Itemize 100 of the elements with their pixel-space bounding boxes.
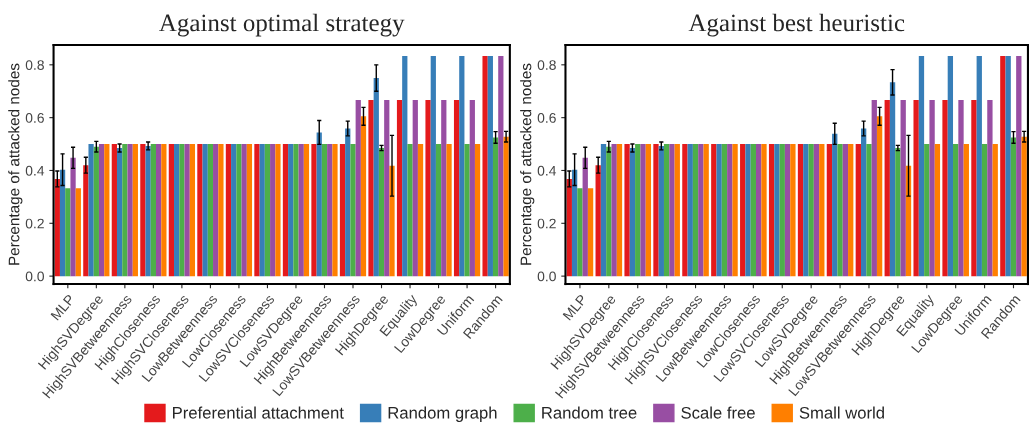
bar	[797, 144, 804, 277]
bar	[929, 99, 935, 277]
bar	[161, 144, 167, 277]
bar	[790, 144, 796, 277]
bar	[140, 144, 146, 277]
bar	[711, 144, 717, 277]
y-tick-label: 0.2	[25, 218, 44, 229]
bar	[571, 169, 578, 277]
bar	[895, 148, 901, 277]
bar	[179, 144, 185, 277]
bar	[259, 144, 265, 277]
bar	[430, 56, 436, 277]
bar	[900, 99, 906, 277]
bar	[339, 144, 346, 277]
bar	[474, 144, 481, 277]
bar	[246, 144, 253, 277]
bar	[218, 144, 224, 277]
bar	[958, 99, 964, 277]
bar	[866, 144, 872, 277]
bar	[275, 144, 281, 277]
chart-title: Against best heuristic	[688, 13, 905, 37]
legend-label: Random graph	[388, 406, 497, 422]
bar	[282, 144, 289, 277]
bar	[768, 144, 775, 277]
bar	[774, 144, 780, 277]
bar	[1016, 56, 1022, 277]
bar	[446, 144, 452, 277]
bar	[889, 82, 896, 277]
bar	[241, 144, 247, 277]
bar	[327, 144, 333, 277]
bar	[658, 145, 664, 277]
y-tick-label: 0.6	[537, 112, 556, 123]
bar	[698, 144, 704, 277]
bar	[761, 144, 767, 277]
bar	[378, 148, 385, 277]
bar	[464, 144, 470, 277]
bar	[236, 144, 242, 277]
bar	[947, 56, 954, 277]
bar	[503, 136, 509, 277]
bar	[611, 144, 617, 277]
bar	[745, 144, 751, 277]
bar	[848, 144, 854, 277]
bar	[963, 144, 969, 277]
bar	[595, 165, 601, 277]
bar	[934, 144, 941, 277]
y-tick-label: 0.4	[537, 165, 557, 176]
bar	[716, 144, 722, 277]
bar	[184, 144, 190, 277]
bar	[111, 144, 117, 277]
bar	[459, 56, 465, 277]
bar	[225, 144, 232, 277]
bar	[832, 133, 838, 277]
bar	[189, 144, 196, 277]
bar	[855, 144, 861, 277]
bar	[784, 144, 791, 277]
bar	[75, 188, 81, 277]
bar	[156, 144, 162, 277]
bar	[1021, 136, 1027, 277]
bar	[871, 99, 877, 277]
bar	[629, 148, 636, 277]
bar	[826, 144, 833, 277]
y-tick-label: 0.4	[25, 165, 45, 176]
bar	[779, 144, 785, 277]
bar	[360, 116, 367, 277]
bar	[674, 144, 680, 277]
bar	[1000, 56, 1006, 277]
bar	[987, 99, 993, 277]
y-axis-title: Percentage of attacked nodes	[520, 63, 535, 265]
bar	[197, 144, 203, 277]
legend-label: Scale free	[681, 406, 755, 419]
y-tick-label: 0.0	[537, 271, 556, 282]
bar	[231, 144, 237, 277]
bar	[703, 144, 709, 277]
bar	[803, 144, 809, 277]
bar	[396, 99, 403, 277]
bar	[905, 165, 912, 277]
bar	[332, 144, 338, 277]
bar	[740, 144, 746, 277]
legend-label: Preferential attachment	[173, 406, 344, 419]
bar	[389, 165, 395, 277]
bar	[254, 144, 260, 277]
bar	[270, 144, 276, 277]
bar	[407, 144, 413, 277]
bar	[577, 188, 583, 277]
bar	[412, 99, 418, 277]
bar	[635, 144, 641, 277]
bar	[88, 144, 94, 277]
bar	[384, 99, 390, 277]
bar	[819, 144, 825, 277]
bar	[498, 56, 504, 277]
bar	[355, 99, 361, 277]
bar	[981, 144, 988, 277]
bar	[298, 144, 304, 277]
bar	[145, 145, 151, 277]
bar	[453, 99, 460, 277]
bar	[1005, 56, 1011, 277]
bar	[65, 188, 71, 277]
bar	[202, 144, 208, 277]
bar	[918, 56, 925, 277]
y-tick-label: 0.2	[537, 218, 556, 229]
